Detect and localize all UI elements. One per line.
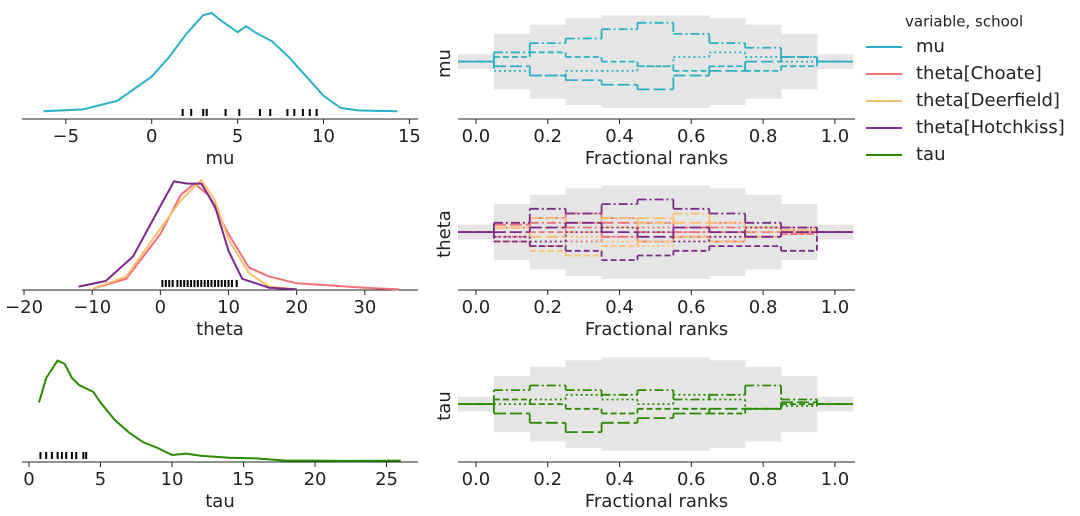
x-tick-label: 10 <box>312 126 335 147</box>
x-tick-label: 20 <box>304 469 327 490</box>
density-line <box>43 11 398 113</box>
x-tick-label: 0.4 <box>605 126 634 147</box>
x-axis-label: Fractional ranks <box>585 319 728 340</box>
envelope-band <box>565 360 603 448</box>
x-tick-label: 0.6 <box>677 297 706 318</box>
density-line <box>78 180 297 291</box>
x-tick-label: 30 <box>353 297 376 318</box>
legend-entry: theta[Deerfield] <box>916 90 1060 111</box>
x-tick-label: 0.4 <box>605 469 634 490</box>
x-tick-label: 0.0 <box>462 297 491 318</box>
x-tick-label: 0 <box>23 469 34 490</box>
x-tick-label: 0.8 <box>749 469 778 490</box>
density-line <box>91 182 399 291</box>
density-line <box>91 178 297 291</box>
y-axis-label: tau <box>434 391 455 421</box>
envelope-band <box>637 15 674 108</box>
x-tick-label: 0.2 <box>533 469 562 490</box>
x-axis-label: tau <box>205 491 235 512</box>
density-line <box>38 359 401 462</box>
x-tick-label: 0 <box>155 297 166 318</box>
envelope-band <box>493 33 531 90</box>
x-tick-label: 5 <box>95 469 106 490</box>
x-tick-label: −10 <box>73 297 111 318</box>
x-tick-label: 10 <box>161 469 184 490</box>
x-tick-label: 1.0 <box>821 126 850 147</box>
x-tick-label: 0.4 <box>605 297 634 318</box>
x-tick-label: −20 <box>5 297 43 318</box>
legend-entry: tau <box>916 144 946 165</box>
x-tick-label: 0.0 <box>462 469 491 490</box>
legend-entry: mu <box>916 36 945 57</box>
x-tick-label: 1.0 <box>821 297 850 318</box>
envelope-band <box>709 18 746 106</box>
envelope-band <box>565 18 603 106</box>
x-tick-label: 5 <box>232 126 243 147</box>
x-tick-label: 0 <box>146 126 157 147</box>
envelope-band <box>709 360 746 448</box>
envelope-band <box>673 15 710 108</box>
x-axis-label: Fractional ranks <box>585 491 728 512</box>
x-tick-label: 0.8 <box>749 297 778 318</box>
x-tick-label: 0.6 <box>677 469 706 490</box>
envelope-band <box>745 366 782 442</box>
x-tick-label: 0.2 <box>533 126 562 147</box>
x-tick-label: 15 <box>398 126 421 147</box>
legend-entry: theta[Choate] <box>916 63 1042 84</box>
envelope-band <box>601 357 638 451</box>
x-tick-label: 20 <box>285 297 308 318</box>
envelope-band <box>673 357 710 451</box>
x-tick-label: 15 <box>232 469 255 490</box>
x-tick-label: 25 <box>375 469 398 490</box>
x-axis-label: mu <box>206 148 235 169</box>
y-axis-label: mu <box>434 49 455 78</box>
x-tick-label: 0.6 <box>677 126 706 147</box>
x-tick-label: 0.0 <box>462 126 491 147</box>
y-axis-label: theta <box>434 210 455 258</box>
x-axis-label: theta <box>196 319 244 340</box>
legend-entry: theta[Hotchkiss] <box>916 117 1065 138</box>
x-axis-label: Fractional ranks <box>585 148 728 169</box>
envelope-band <box>529 24 567 99</box>
x-tick-label: 10 <box>217 297 240 318</box>
x-tick-label: −5 <box>53 126 80 147</box>
x-tick-label: 0.2 <box>533 297 562 318</box>
x-tick-label: 1.0 <box>821 469 850 490</box>
x-tick-label: 0.8 <box>749 126 778 147</box>
legend-title: variable, school <box>905 13 1023 31</box>
